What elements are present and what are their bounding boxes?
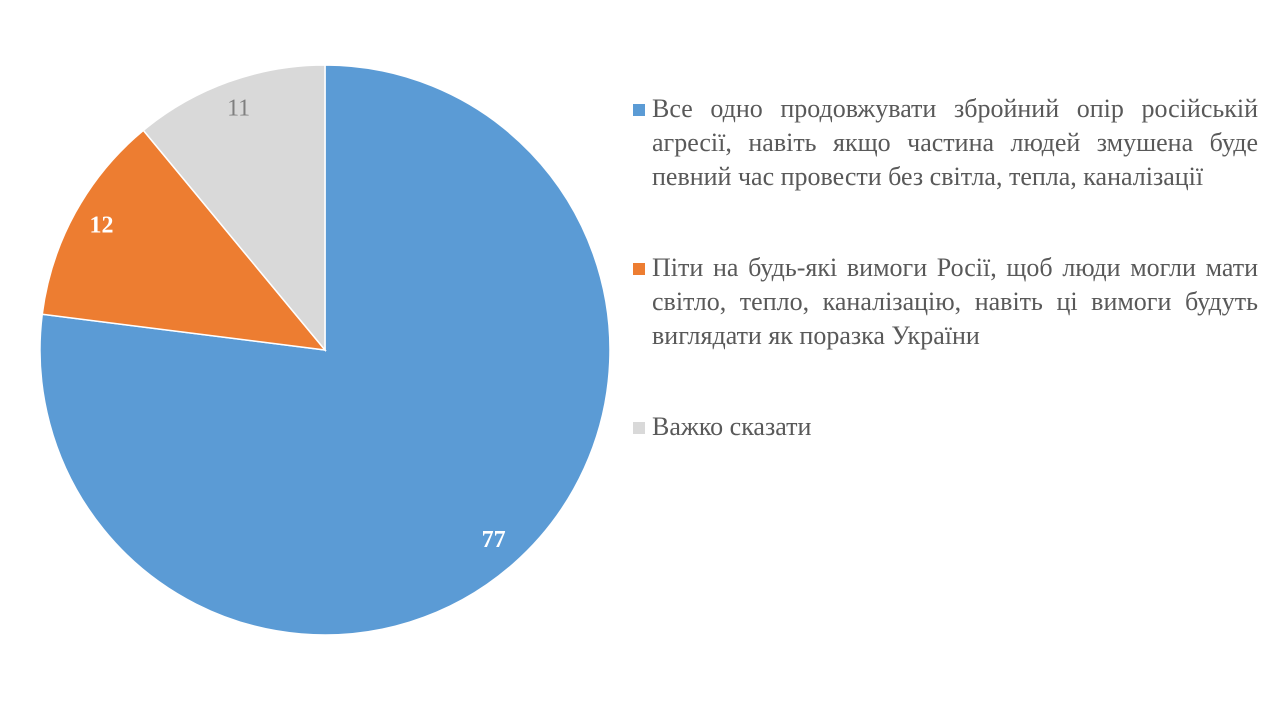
legend-item: Важко сказати: [633, 410, 1258, 444]
pie-slice: [41, 129, 327, 351]
pie-slice: [142, 64, 326, 353]
legend-label: Важко сказати: [652, 412, 812, 441]
legend-swatch: [633, 263, 645, 275]
data-label: 11: [227, 96, 250, 122]
legend-item: Все одно продовжувати збройний опір росі…: [633, 92, 1258, 194]
legend-item: Піти на будь-які вимоги Росії, щоб люди …: [633, 251, 1258, 353]
data-label: 77: [482, 527, 506, 553]
legend-label: Піти на будь-які вимоги Росії, щоб люди …: [652, 253, 1258, 350]
legend-label: Все одно продовжувати збройний опір росі…: [652, 94, 1258, 191]
legend-swatch: [633, 422, 645, 434]
legend-swatch: [633, 104, 645, 116]
legend: Все одно продовжувати збройний опір росі…: [633, 92, 1258, 501]
data-label: 12: [90, 213, 114, 239]
